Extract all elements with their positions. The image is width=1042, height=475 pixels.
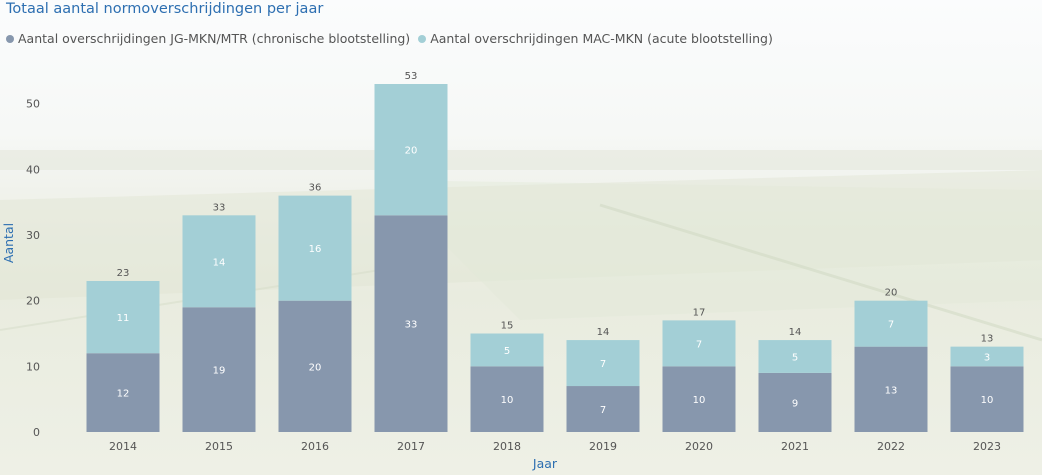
x-tick-label: 2019 [589, 440, 617, 453]
y-tick-label: 10 [26, 360, 40, 373]
chart-title: Totaal aantal normoverschrijdingen per j… [6, 1, 324, 17]
bar-total-label: 23 [117, 268, 130, 279]
bar-total-label: 33 [213, 202, 226, 213]
segment-value-label: 7 [600, 405, 606, 416]
x-tick-label: 2015 [205, 440, 233, 453]
segment-value-label: 20 [309, 362, 322, 373]
bar-segment-acute[interactable] [278, 195, 352, 301]
bar-segment-chronic[interactable] [758, 372, 832, 432]
bar-total-label: 15 [501, 321, 514, 332]
bar-segment-acute[interactable] [182, 215, 256, 308]
segment-value-label: 5 [504, 346, 510, 357]
x-axis-title: Jaar [532, 456, 558, 471]
bar-segment-chronic[interactable] [950, 366, 1024, 432]
legend-label-acute: Aantal overschrijdingen MAC-MKN (acute b… [430, 31, 773, 46]
segment-value-label: 16 [309, 244, 322, 255]
segment-value-label: 10 [693, 395, 706, 406]
bar-segment-chronic[interactable] [470, 366, 544, 432]
segment-value-label: 12 [117, 389, 130, 400]
y-tick-label: 50 [26, 98, 40, 111]
bar-total-label: 14 [597, 327, 610, 338]
bar-total-label: 20 [885, 288, 898, 299]
bar-total-label: 17 [693, 307, 706, 318]
legend-marker-chronic [6, 34, 14, 43]
bar-segment-acute[interactable] [758, 340, 832, 373]
segment-value-label: 10 [981, 395, 994, 406]
segment-value-label: 7 [600, 359, 606, 370]
legend-marker-acute [418, 34, 427, 43]
y-tick-label: 30 [26, 229, 40, 242]
y-axis-title: Aantal [1, 223, 16, 263]
chart-legend: Aantal overschrijdingen JG-MKN/MTR (chro… [6, 31, 781, 46]
x-tick-label: 2020 [685, 440, 713, 453]
legend-item-chronic[interactable]: Aantal overschrijdingen JG-MKN/MTR (chro… [6, 31, 410, 46]
bar-total-label: 53 [405, 71, 418, 82]
segment-value-label: 14 [213, 257, 226, 268]
segment-value-label: 10 [501, 395, 514, 406]
bar-segment-chronic[interactable] [662, 366, 736, 432]
bar-segment-chronic[interactable] [374, 215, 448, 432]
segment-value-label: 33 [405, 320, 418, 331]
x-tick-label: 2022 [877, 440, 905, 453]
bar-segment-acute[interactable] [566, 340, 640, 387]
bar-total-label: 14 [789, 327, 802, 338]
segment-value-label: 20 [405, 146, 418, 157]
bar-segment-acute[interactable] [950, 346, 1024, 367]
segment-value-label: 7 [888, 320, 894, 331]
x-tick-label: 2023 [973, 440, 1001, 453]
legend-label-chronic: Aantal overschrijdingen JG-MKN/MTR (chro… [18, 31, 411, 46]
x-tick-label: 2014 [109, 440, 137, 453]
segment-value-label: 13 [885, 385, 898, 396]
x-tick-label: 2017 [397, 440, 425, 453]
bar-segment-acute[interactable] [86, 280, 160, 354]
x-tick-label: 2021 [781, 440, 809, 453]
segment-value-label: 7 [696, 339, 702, 350]
bar-segment-chronic[interactable] [854, 346, 928, 432]
bar-total-label: 13 [981, 334, 994, 345]
segment-value-label: 11 [117, 313, 130, 324]
bar-segment-chronic[interactable] [278, 300, 352, 432]
bar-total-label: 36 [309, 183, 322, 194]
segment-value-label: 5 [792, 352, 798, 363]
y-tick-label: 0 [33, 426, 40, 439]
x-tick-label: 2018 [493, 440, 521, 453]
bar-segment-chronic[interactable] [86, 353, 160, 432]
bar-segment-acute[interactable] [854, 300, 928, 347]
x-tick-label: 2016 [301, 440, 329, 453]
legend-item-acute[interactable]: Aantal overschrijdingen MAC-MKN (acute b… [418, 31, 773, 46]
bar-segment-acute[interactable] [662, 320, 736, 367]
bar-segment-chronic[interactable] [182, 307, 256, 432]
y-tick-label: 40 [26, 163, 40, 176]
bar-segment-acute[interactable] [374, 84, 448, 216]
bar-segment-acute[interactable] [470, 333, 544, 367]
y-tick-label: 20 [26, 295, 40, 308]
bar-segment-chronic[interactable] [566, 386, 640, 432]
segment-value-label: 9 [792, 398, 798, 409]
segment-value-label: 3 [984, 352, 990, 363]
segment-value-label: 19 [213, 366, 226, 377]
